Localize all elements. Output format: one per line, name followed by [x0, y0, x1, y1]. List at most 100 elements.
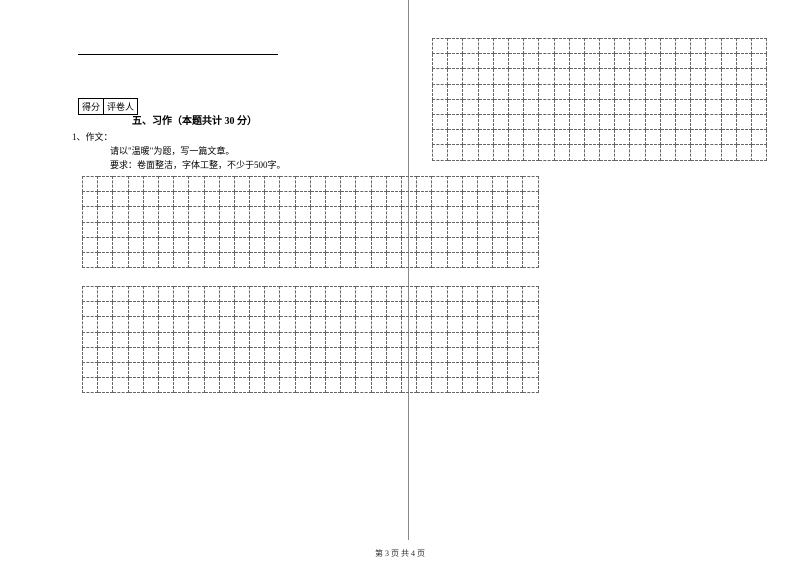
writing-cell — [524, 99, 539, 114]
writing-cell — [508, 347, 523, 362]
writing-cell — [463, 69, 478, 84]
writing-cell — [736, 99, 751, 114]
writing-cell — [539, 69, 554, 84]
writing-cell — [371, 192, 386, 207]
writing-cell — [584, 39, 599, 54]
writing-cell — [584, 54, 599, 69]
writing-cell — [158, 207, 173, 222]
writing-cell — [174, 317, 189, 332]
writing-cell — [600, 84, 615, 99]
writing-cell — [98, 332, 113, 347]
writing-cell — [204, 287, 219, 302]
writing-cell — [265, 252, 280, 267]
writing-cell — [477, 332, 492, 347]
writing-cell — [477, 252, 492, 267]
writing-cell — [645, 130, 660, 145]
writing-cell — [143, 252, 158, 267]
writing-cell — [113, 287, 128, 302]
writing-cell — [326, 237, 341, 252]
writing-cell — [508, 114, 523, 129]
writing-cell — [250, 207, 265, 222]
writing-cell — [189, 237, 204, 252]
writing-cell — [660, 54, 675, 69]
writing-cell — [234, 177, 249, 192]
writing-cell — [174, 362, 189, 377]
writing-cell — [478, 84, 493, 99]
writing-cell — [523, 192, 538, 207]
writing-cell — [417, 362, 432, 377]
writing-cell — [204, 378, 219, 393]
writing-cell — [523, 207, 538, 222]
writing-cell — [113, 362, 128, 377]
writing-cell — [447, 378, 462, 393]
writing-cell — [219, 177, 234, 192]
writing-cell — [706, 114, 721, 129]
writing-cell — [401, 207, 416, 222]
writing-cell — [341, 362, 356, 377]
writing-cell — [113, 347, 128, 362]
writing-cell — [341, 287, 356, 302]
writing-cell — [128, 347, 143, 362]
writing-cell — [477, 302, 492, 317]
writing-cell — [660, 69, 675, 84]
writing-cell — [524, 39, 539, 54]
writing-cell — [310, 222, 325, 237]
writing-cell — [508, 317, 523, 332]
writing-cell — [341, 302, 356, 317]
writing-cell — [615, 99, 630, 114]
writing-cell — [219, 302, 234, 317]
writing-cell — [326, 192, 341, 207]
writing-cell — [584, 99, 599, 114]
writing-cell — [417, 237, 432, 252]
writing-cell — [371, 237, 386, 252]
writing-cell — [250, 378, 265, 393]
writing-cell — [524, 69, 539, 84]
writing-cell — [128, 302, 143, 317]
writing-cell — [280, 317, 295, 332]
writing-cell — [128, 177, 143, 192]
writing-cell — [447, 287, 462, 302]
writing-cell — [508, 54, 523, 69]
writing-cell — [493, 84, 508, 99]
writing-cell — [280, 222, 295, 237]
writing-cell — [280, 237, 295, 252]
writing-cell — [600, 145, 615, 160]
writing-cell — [463, 145, 478, 160]
writing-cell — [189, 222, 204, 237]
writing-cell — [234, 192, 249, 207]
writing-cell — [706, 54, 721, 69]
writing-cell — [83, 177, 98, 192]
writing-cell — [600, 99, 615, 114]
score-box-table: 得分 评卷人 — [78, 98, 138, 115]
writing-cell — [721, 130, 736, 145]
writing-cell — [250, 192, 265, 207]
writing-cell — [295, 237, 310, 252]
writing-cell — [660, 84, 675, 99]
writing-cell — [432, 302, 447, 317]
writing-cell — [600, 39, 615, 54]
writing-cell — [615, 69, 630, 84]
writing-cell — [448, 99, 463, 114]
writing-cell — [676, 39, 691, 54]
writing-cell — [83, 237, 98, 252]
writing-cell — [523, 287, 538, 302]
writing-cell — [250, 177, 265, 192]
writing-cell — [113, 302, 128, 317]
writing-cell — [477, 378, 492, 393]
writing-cell — [630, 145, 645, 160]
writing-cell — [310, 252, 325, 267]
writing-cell — [706, 130, 721, 145]
writing-cell — [356, 362, 371, 377]
writing-cell — [493, 237, 508, 252]
writing-cell — [219, 192, 234, 207]
writing-cell — [250, 252, 265, 267]
writing-cell — [448, 39, 463, 54]
writing-cell — [508, 130, 523, 145]
writing-cell — [508, 302, 523, 317]
writing-cell — [143, 332, 158, 347]
writing-cell — [295, 287, 310, 302]
writing-cell — [736, 130, 751, 145]
writing-cell — [326, 317, 341, 332]
score-label: 得分 — [79, 99, 104, 115]
writing-cell — [371, 302, 386, 317]
